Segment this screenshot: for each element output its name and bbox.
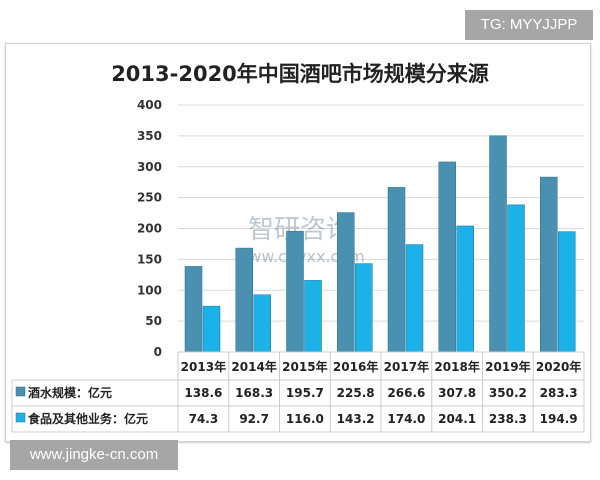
category-label: 2019年 <box>485 359 530 374</box>
bar-food <box>456 225 474 353</box>
y-tick-label: 100 <box>137 283 162 297</box>
data-label: 92.7 <box>239 412 269 426</box>
bar-drinks <box>489 135 507 353</box>
y-tick-label: 400 <box>137 98 162 112</box>
data-label: 238.3 <box>489 412 527 426</box>
data-label: 194.9 <box>540 412 578 426</box>
bar-food <box>253 294 271 353</box>
data-label: 350.2 <box>489 386 527 400</box>
legend-label: 食品及其他业务：亿元 <box>27 411 148 426</box>
y-tick-label: 300 <box>137 160 162 174</box>
legend-label: 酒水规模：亿元 <box>28 385 112 400</box>
chart-title: 2013-2020年中国酒吧市场规模分来源 <box>111 62 489 86</box>
category-label: 2014年 <box>231 359 276 374</box>
bar-drinks <box>387 187 406 353</box>
data-label: 138.6 <box>184 386 222 400</box>
data-label: 174.0 <box>387 412 425 426</box>
data-label: 307.8 <box>438 386 476 400</box>
y-tick-label: 250 <box>137 191 162 205</box>
bar-drinks <box>184 266 203 353</box>
data-label: 74.3 <box>189 412 219 426</box>
data-label: 283.3 <box>540 386 578 400</box>
category-label: 2015年 <box>282 359 327 374</box>
category-label: 2020年 <box>536 359 581 374</box>
category-label: 2016年 <box>333 359 378 374</box>
site-badge: www.jingke-cn.com <box>10 440 178 470</box>
y-tick-label: 350 <box>137 129 162 143</box>
legend-swatch <box>15 386 26 397</box>
data-label: 195.7 <box>286 386 324 400</box>
data-label: 116.0 <box>286 412 324 426</box>
y-tick-label: 0 <box>154 345 162 359</box>
category-label: 2018年 <box>434 359 479 374</box>
chart-frame <box>5 43 591 442</box>
category-label: 2017年 <box>384 359 429 374</box>
data-label: 266.6 <box>387 386 425 400</box>
data-label: 143.2 <box>337 412 375 426</box>
bar-food <box>558 231 576 353</box>
category-label: 2013年 <box>181 359 226 374</box>
data-label: 204.1 <box>438 412 476 426</box>
bar-drinks <box>286 230 304 353</box>
bar-drinks <box>235 247 253 353</box>
y-tick-label: 50 <box>145 314 162 328</box>
tg-badge: TG: MYYJJPP <box>465 10 593 40</box>
bar-food <box>202 305 221 353</box>
bar-food <box>507 204 525 353</box>
bar-food <box>304 280 322 353</box>
bar-food <box>405 244 424 353</box>
bar-drinks <box>540 176 558 353</box>
y-tick-label: 150 <box>137 252 162 266</box>
bar-drinks <box>438 161 456 353</box>
data-label: 225.8 <box>337 386 375 400</box>
y-tick-label: 200 <box>137 222 162 236</box>
data-label: 168.3 <box>235 386 273 400</box>
bar-drinks <box>337 212 355 353</box>
bar-food <box>355 263 373 353</box>
legend-swatch <box>15 412 26 423</box>
